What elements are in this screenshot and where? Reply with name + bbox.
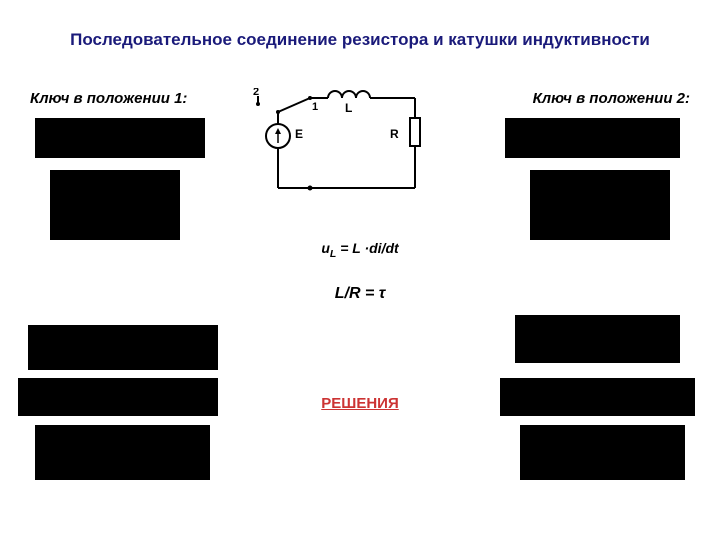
redacted-box: [505, 118, 680, 158]
inductor-label: L: [345, 101, 352, 115]
circuit-diagram: 2 1 L E R: [250, 88, 430, 198]
redacted-box: [50, 170, 180, 240]
switch-pos1-label: 1: [312, 101, 318, 113]
formula-ul-rest: = L ·di/dt: [336, 240, 398, 256]
redacted-box: [28, 325, 218, 370]
formula-ul-prefix: u: [321, 240, 330, 256]
redacted-box: [515, 315, 680, 363]
redacted-box: [35, 118, 205, 158]
circuit-svg: 2 1 L E R: [250, 88, 430, 198]
redacted-box: [18, 378, 218, 416]
formula-ul: uL = L ·di/dt: [0, 240, 720, 260]
redacted-box: [530, 170, 670, 240]
page-title: Последовательное соединение резистора и …: [20, 30, 700, 50]
redacted-box: [35, 425, 210, 480]
redacted-box: [520, 425, 685, 480]
left-heading: Ключ в положении 1:: [30, 90, 187, 107]
redacted-box: [500, 378, 695, 416]
formula-tau: L/R = τ: [0, 285, 720, 303]
right-heading: Ключ в положении 2:: [533, 90, 690, 107]
switch-pos2-label: 2: [253, 88, 259, 98]
source-label: E: [295, 127, 303, 141]
resistor-label: R: [390, 127, 399, 141]
